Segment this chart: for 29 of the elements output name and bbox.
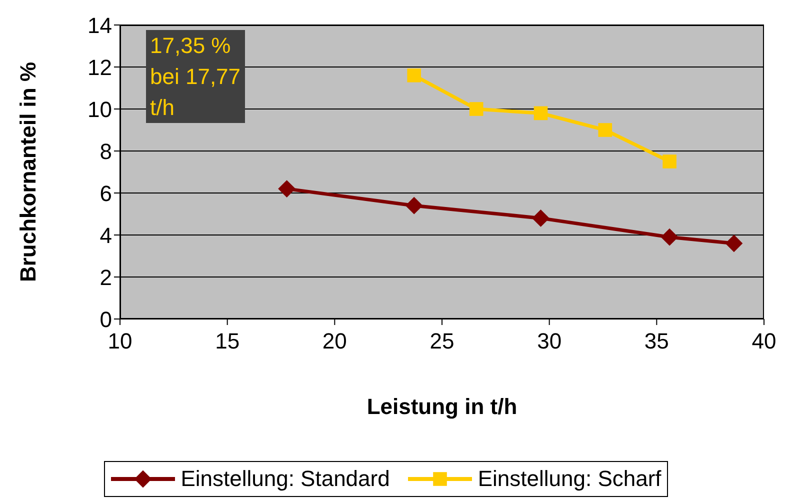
legend-label: Einstellung: Scharf bbox=[478, 466, 662, 492]
point bbox=[469, 102, 484, 116]
y-tick-label: 10 bbox=[88, 96, 112, 122]
x-tick-label: 20 bbox=[322, 328, 347, 354]
point bbox=[532, 210, 550, 227]
annotation: 17,35 % bei 17,77 t/h bbox=[150, 32, 241, 122]
point bbox=[534, 106, 548, 120]
x-axis-title: Leistung in t/h bbox=[366, 394, 518, 419]
point bbox=[406, 197, 423, 214]
y-tick-label: 4 bbox=[100, 222, 112, 248]
point bbox=[598, 123, 612, 137]
y-axis-title: Bruchkornanteil in % bbox=[16, 62, 40, 282]
x-tick-label: 30 bbox=[537, 328, 562, 354]
x-tick-label: 40 bbox=[752, 328, 776, 354]
point bbox=[662, 154, 676, 168]
x-tick-label: 15 bbox=[215, 328, 240, 354]
point bbox=[407, 68, 421, 82]
y-tick-label: 6 bbox=[100, 180, 112, 206]
point bbox=[278, 180, 296, 198]
y-tick-label: 8 bbox=[100, 138, 112, 164]
y-tick-label: 12 bbox=[88, 54, 112, 80]
x-tick-label: 35 bbox=[644, 328, 669, 354]
y-tick-label: 14 bbox=[88, 12, 112, 38]
legend-label: Einstellung: Standard bbox=[180, 466, 390, 492]
x-tick-label: 25 bbox=[430, 328, 454, 354]
y-tick-label: 0 bbox=[100, 306, 112, 332]
point bbox=[661, 228, 678, 246]
point bbox=[725, 234, 742, 252]
y-tick-label: 2 bbox=[100, 264, 112, 290]
